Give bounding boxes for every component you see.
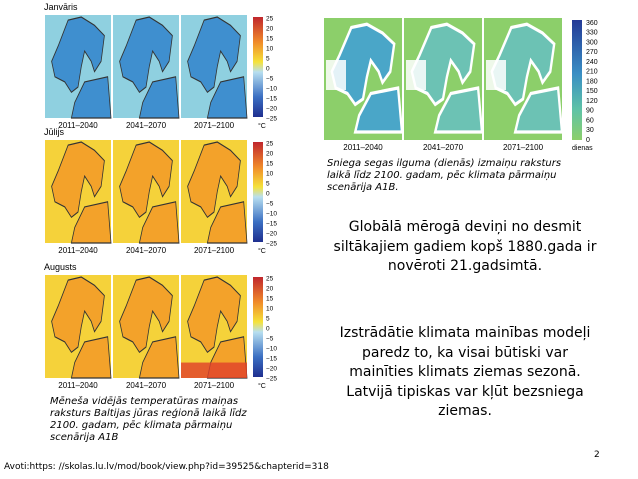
scale-label: 5 [266,316,270,323]
map-land [51,16,112,119]
scale-label: 15 [266,161,274,168]
map-land [51,141,112,244]
scale-label: 0 [266,326,270,333]
period-label: 2041–2070 [126,246,167,255]
scale-label: −25 [266,116,277,123]
scale-label: 360 [586,20,598,27]
scale-label: −20 [266,106,277,113]
scale-label: 25 [266,276,274,283]
scale-label: 0 [586,137,590,144]
period-label: 2041–2070 [423,143,464,152]
scale-unit: °C [258,247,266,255]
scale-label: −15 [266,96,277,103]
scale-label: 15 [266,36,274,43]
scale-label: 240 [586,59,598,66]
scale-label: −25 [266,241,277,248]
scale-label: −5 [266,76,274,83]
snow-caption: Sniega segas ilguma (dienās) izmaiņu rak… [327,158,562,193]
map-region [181,362,247,378]
scale-unit: °C [258,122,266,130]
color-scale [253,277,263,377]
scale-label: 5 [266,56,270,63]
scale-label: −10 [266,346,277,353]
scale-label: −20 [266,231,277,238]
scale-label: 5 [266,181,270,188]
map-land [187,16,248,119]
map-land [119,16,180,119]
temperature-caption: Mēneša vidējās temperatūras maiņas rakst… [50,396,247,443]
scale-label: 20 [266,286,274,293]
paragraph: Izstrādātie klimata mainības modeļi pare… [339,325,591,419]
scale-label: 330 [586,30,598,37]
scale-label: 20 [266,26,274,33]
period-label: 2011–2040 [343,143,383,152]
scale-label: 0 [266,66,270,73]
scale-label: 180 [586,78,598,85]
scale-label: −20 [266,366,277,373]
scale-label: 150 [586,88,598,95]
scale-unit: °C [258,382,266,390]
scale-label: 10 [266,171,274,178]
period-label: 2071–2100 [503,143,544,152]
scale-label: 0 [266,191,270,198]
source: Avoti:https: //skolas.lu.lv/mod/book/vie… [4,462,329,472]
scale-label: −5 [266,201,274,208]
period-label: 2041–2070 [126,121,167,130]
scale-label: 25 [266,141,274,148]
map-sea [486,60,506,90]
scale-label: −15 [266,221,277,228]
period-label: 2071–2100 [194,246,235,255]
scale-label: 10 [266,46,274,53]
map-row-title: Jūlijs [44,127,65,137]
scale-label: 300 [586,39,598,46]
scale-label: 90 [586,108,594,115]
scale-label: 60 [586,117,594,124]
scale-label: 210 [586,69,598,76]
period-label: 2011–2040 [58,246,98,255]
map-land [51,276,112,379]
map-land [187,141,248,244]
map-row-title: Janvāris [44,2,78,12]
scale-unit: dienas [572,145,593,152]
color-scale [253,142,263,242]
map-sea [406,60,426,90]
scale-label: −5 [266,336,274,343]
page-number: 2 [594,450,600,460]
color-scale [572,20,582,140]
scale-label: 20 [266,151,274,158]
map-land [119,276,180,379]
scale-label: 25 [266,16,274,23]
scale-label: 10 [266,306,274,313]
scale-label: 120 [586,98,598,105]
period-label: 2011–2040 [58,121,98,130]
scale-label: 15 [266,296,274,303]
period-label: 2071–2100 [194,121,235,130]
scale-label: 270 [586,49,598,56]
map-row-title: Augusts [44,262,77,272]
paragraph: Globālā mērogā deviņi no desmit siltākaj… [333,219,597,274]
scale-label: −10 [266,86,277,93]
period-label: 2041–2070 [126,381,167,390]
period-label: 2071–2100 [194,381,235,390]
map-sea [326,60,346,90]
period-label: 2011–2040 [58,381,98,390]
color-scale [253,17,263,117]
scale-label: −25 [266,376,277,383]
scale-label: −15 [266,356,277,363]
scale-label: −10 [266,211,277,218]
scale-label: 30 [586,127,594,134]
map-land [119,141,180,244]
